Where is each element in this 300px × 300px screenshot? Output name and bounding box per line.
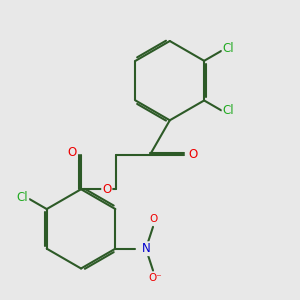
Text: O: O [189, 148, 198, 161]
Text: O: O [68, 146, 77, 159]
Text: O: O [149, 214, 157, 224]
Text: O⁻: O⁻ [148, 273, 162, 284]
Text: Cl: Cl [223, 42, 234, 56]
Text: Cl: Cl [16, 191, 28, 204]
Text: O: O [102, 183, 111, 196]
Text: N: N [142, 242, 150, 255]
Text: Cl: Cl [223, 104, 234, 117]
